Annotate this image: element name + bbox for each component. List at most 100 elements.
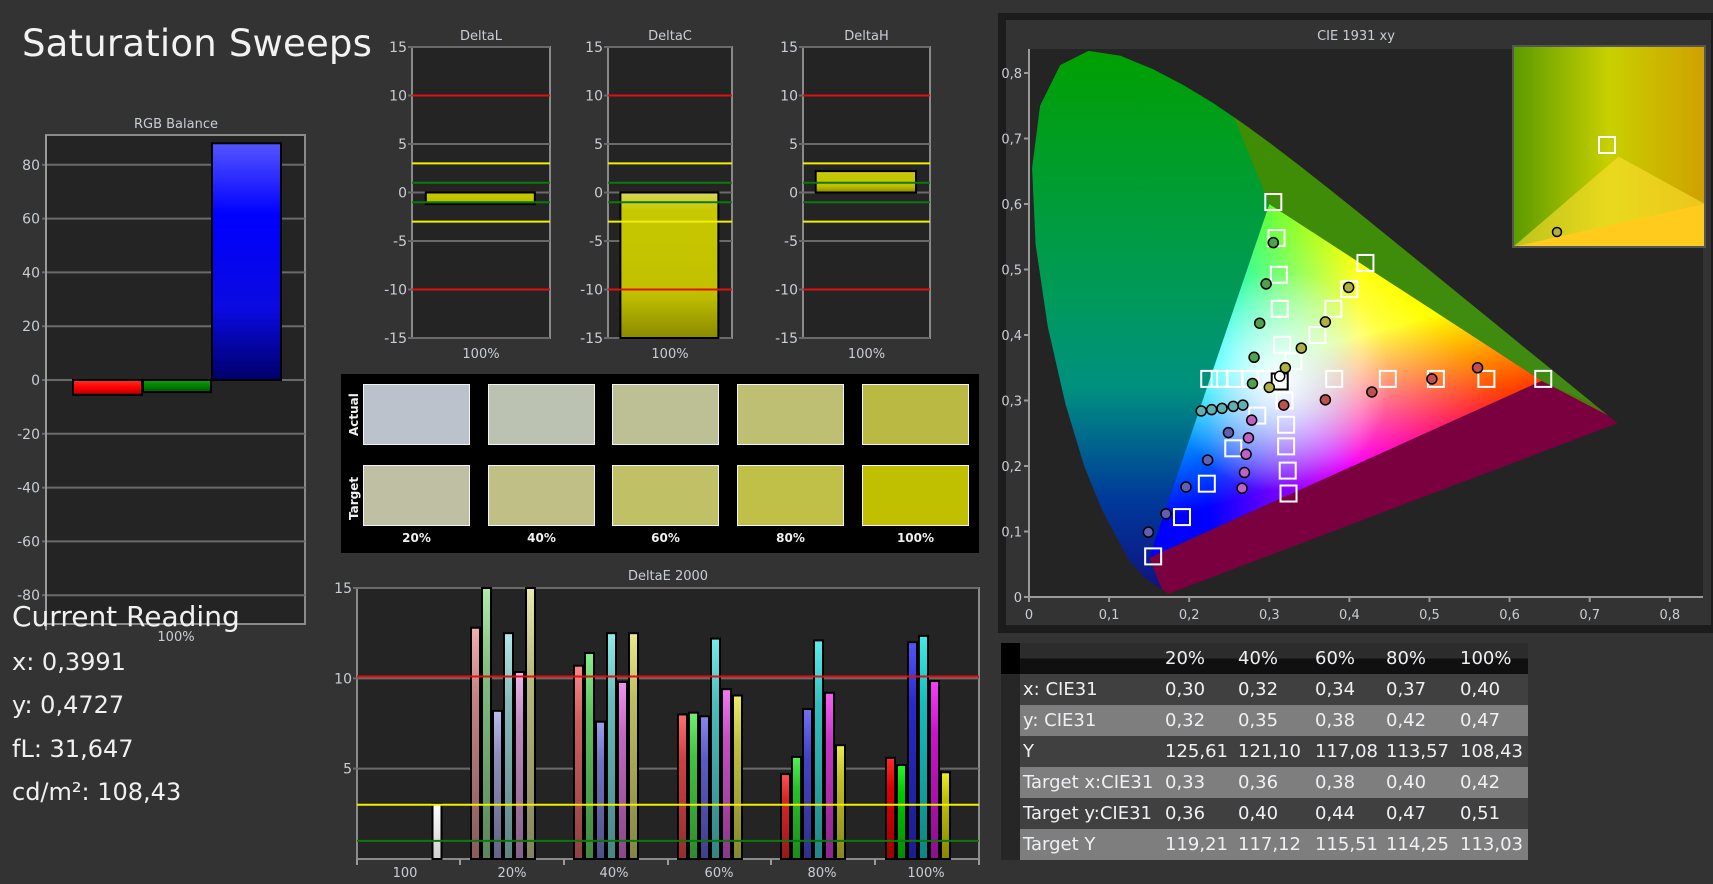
measured-point-red <box>1366 386 1378 398</box>
target-marker-blue <box>1197 474 1216 493</box>
target-marker-magenta <box>1279 484 1298 503</box>
table-cell: 0,35 <box>1238 710 1279 731</box>
y-tick-label: -5 <box>784 234 798 250</box>
row-label-actual: Actual <box>347 393 361 436</box>
deltae-bar-yellow <box>525 587 536 860</box>
deltae-plot-area <box>356 587 980 860</box>
reading-cdm2: cd/m²: 108,43 <box>12 778 182 806</box>
target-marker-yellow <box>1340 280 1359 299</box>
measured-point-white <box>1273 370 1286 383</box>
measured-point-green <box>1260 278 1272 290</box>
target-marker-blue <box>1224 439 1243 458</box>
x-tick-label: 0,7 <box>1579 608 1600 623</box>
measured-point-magenta <box>1245 414 1258 426</box>
table-cell: 0,38 <box>1315 772 1356 793</box>
deltae-bar-cyan <box>710 637 721 860</box>
x-tick-label: 100% <box>651 347 688 362</box>
y-tick-label: 15 <box>780 40 798 56</box>
deltae-bar-red <box>677 713 688 861</box>
reading-fl: fL: 31,647 <box>12 735 134 763</box>
row-label-target: Target <box>347 476 361 520</box>
deltae-bar-cyan <box>606 632 617 861</box>
measured-point-red <box>1277 399 1290 411</box>
x-tick-label: 20% <box>498 866 527 881</box>
swatch-actual <box>612 384 719 445</box>
row-label: Target Y <box>1023 834 1096 855</box>
deltae-bar-yellow <box>940 771 951 861</box>
measurement-table: 20% 40% 60% 80% 100% x: CIE31 0,30 0,32 0,34 0,37… <box>1001 643 1528 860</box>
y-tick-label: -40 <box>17 481 40 497</box>
y-tick-label: -60 <box>17 534 40 550</box>
x-tick-label: 80% <box>808 866 837 881</box>
rgb-balance-title: RGB Balance <box>134 117 218 132</box>
deltae-bar-red <box>885 756 896 860</box>
y-tick-label: 40 <box>22 265 40 281</box>
x-tick-label: 100% <box>157 630 194 645</box>
measured-point-yellow <box>1295 342 1308 354</box>
table-cell: 114,25 <box>1386 834 1449 855</box>
y-tick-label: -10 <box>384 283 407 299</box>
swatch-label: 20% <box>402 531 431 545</box>
rgb-bar-blue <box>211 142 282 381</box>
x-tick-label: 0,4 <box>1339 608 1360 623</box>
deltae-bar-cyan <box>813 639 824 860</box>
measured-point-yellow <box>1342 281 1355 294</box>
target-marker-yellow <box>1284 352 1303 371</box>
deltae-bar-magenta <box>929 680 940 860</box>
y-tick-label: 5 <box>594 137 603 153</box>
deltae-bar-blue <box>492 709 503 860</box>
table-row: x: CIE31 0,30 0,32 0,34 0,37 0,40 <box>1001 674 1528 705</box>
deltae-bar-magenta <box>514 671 525 861</box>
table-cell: 0,34 <box>1315 679 1356 700</box>
measured-point-magenta <box>1242 432 1255 444</box>
y-tick-label: 5 <box>398 137 407 153</box>
measured-point-green <box>1267 236 1280 249</box>
page-title: Saturation Sweeps <box>22 22 373 65</box>
measured-point-cyan <box>1237 399 1249 411</box>
y-tick-label: 0 <box>398 186 407 202</box>
swatch-panel: Actual Target 20% 40% 60% 80% 100% <box>341 374 979 553</box>
measured-point-red <box>1471 362 1484 374</box>
measured-point-cyan <box>1216 402 1228 415</box>
measured-point-blue <box>1142 526 1155 538</box>
x-tick-label: 60% <box>705 866 734 881</box>
table-cell: 0,42 <box>1386 710 1427 731</box>
y-tick-label: 10 <box>780 89 798 105</box>
table-cell: 0,33 <box>1165 772 1206 793</box>
y-tick-label: 0 <box>789 186 798 202</box>
measured-point-cyan <box>1227 400 1240 413</box>
deltae-bar-cyan <box>503 632 514 861</box>
inset-measured-point <box>1551 226 1563 238</box>
measured-point-green <box>1253 317 1266 329</box>
target-marker-blue <box>1144 547 1163 566</box>
y-tick-label: -80 <box>17 588 40 604</box>
deltaL-bar <box>424 191 536 206</box>
y-tick-label: 20 <box>22 319 40 335</box>
target-marker-red <box>1378 369 1397 388</box>
target-marker-green <box>1269 265 1288 284</box>
table-cell: 108,43 <box>1460 741 1523 762</box>
table-cell: 0,32 <box>1165 710 1206 731</box>
target-marker-green <box>1264 193 1283 212</box>
deltae-bar-yellow <box>835 744 846 860</box>
y-tick-label: 5 <box>789 137 798 153</box>
target-marker-red <box>1534 369 1553 388</box>
deltae-bar-white <box>431 802 443 860</box>
row-label: Target x:CIE31 <box>1023 772 1154 793</box>
table-header: 20% 40% 60% 80% 100% <box>1001 643 1528 674</box>
table-cell: 60% <box>1315 648 1356 669</box>
table-cell: 0,32 <box>1238 679 1279 700</box>
y-tick-label: -5 <box>589 234 603 250</box>
table-cell: 0,36 <box>1165 803 1206 824</box>
table-cell: 0,40 <box>1460 679 1501 700</box>
row-label: x: CIE31 <box>1023 679 1098 700</box>
table-cell: 125,61 <box>1165 741 1228 762</box>
rgb-bar-red <box>72 379 143 396</box>
swatch-label: 60% <box>651 531 680 545</box>
swatch-target <box>363 465 470 526</box>
measured-point-blue <box>1201 454 1214 466</box>
target-marker-yellow <box>1308 326 1327 344</box>
deltae-bar-blue <box>907 641 918 861</box>
table-cell: 117,08 <box>1315 741 1378 762</box>
